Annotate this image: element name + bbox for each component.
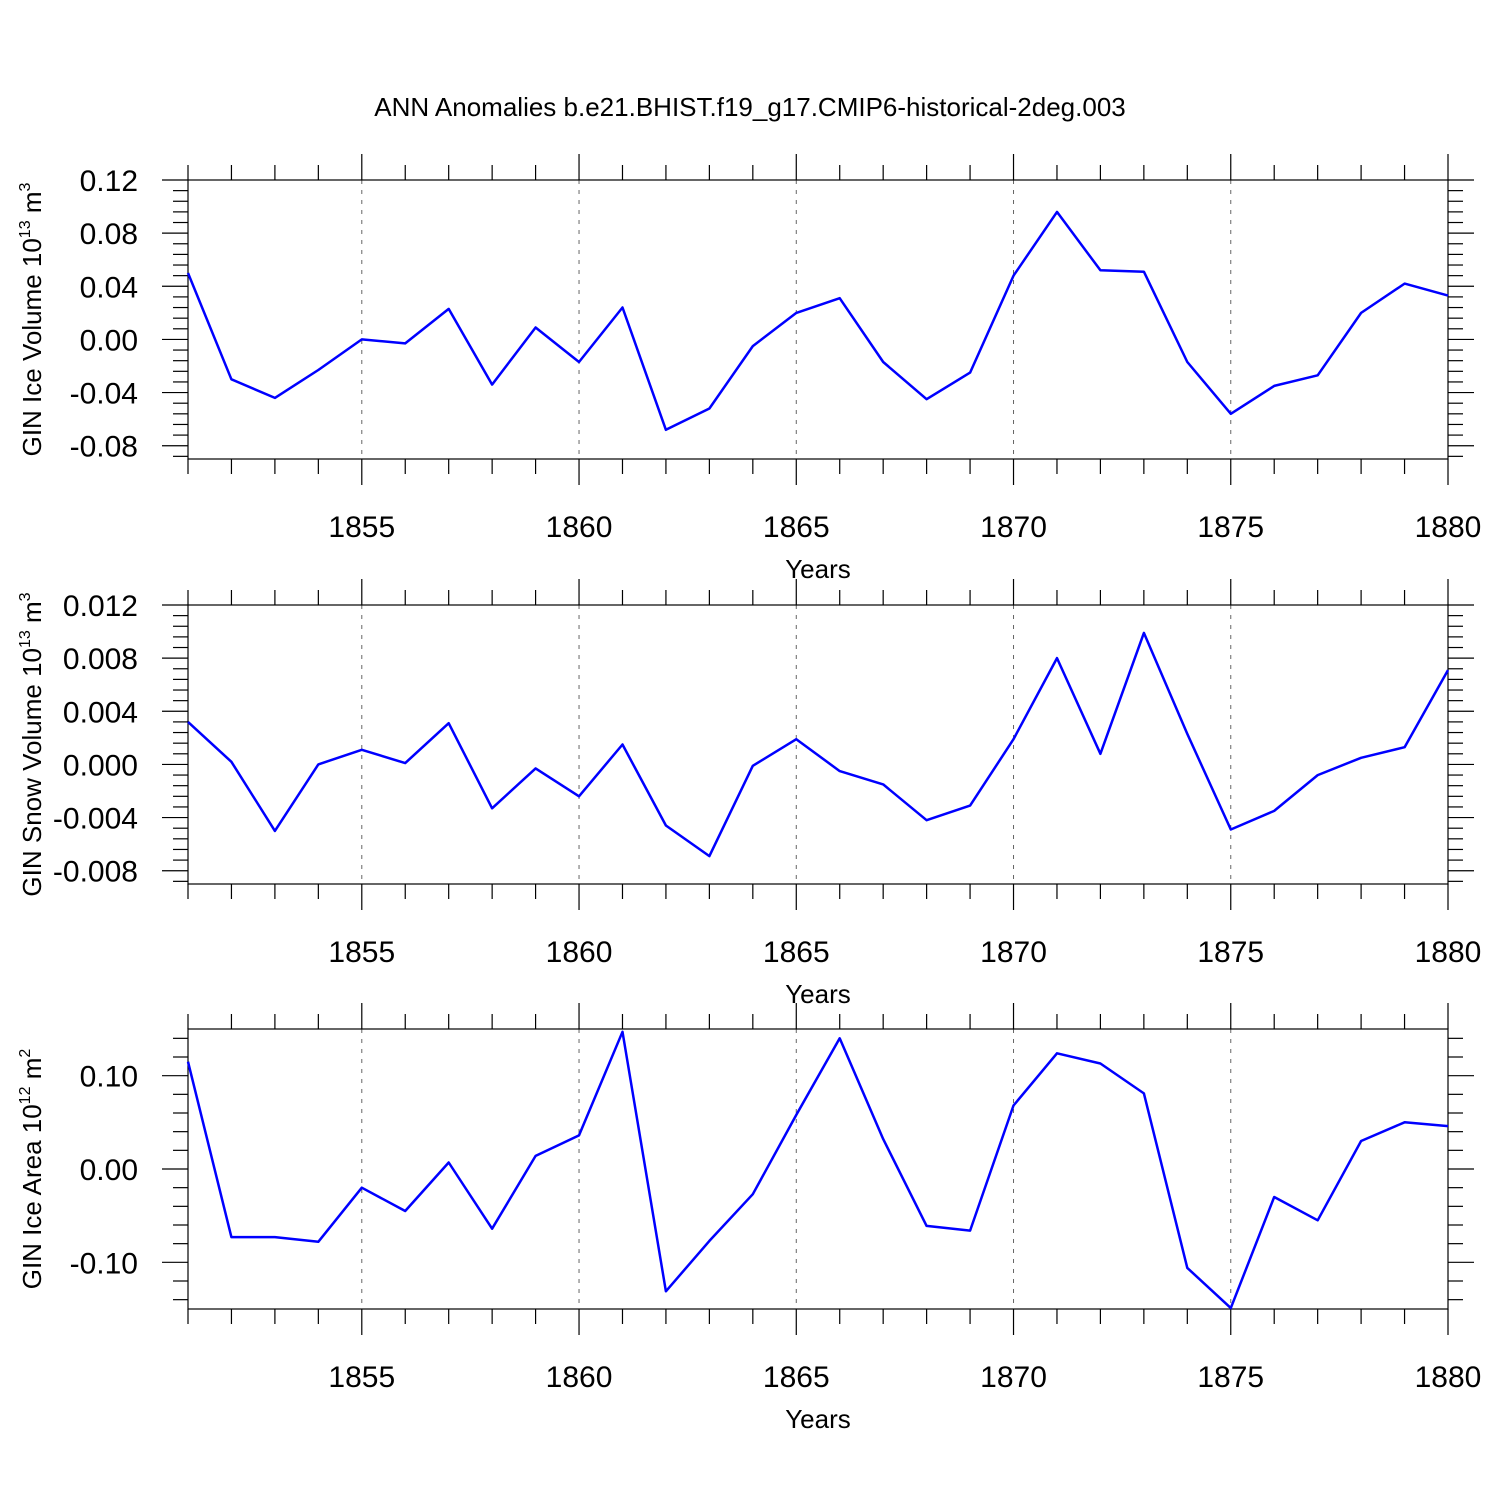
x-tick-label: 1855 (328, 936, 395, 969)
x-tick-label: 1880 (1415, 1361, 1482, 1394)
y-tick-label: 0.08 (80, 218, 138, 251)
series-line (187, 631, 1450, 858)
y-tick-label: -0.10 (70, 1247, 138, 1280)
y-tick-label: 0.004 (63, 696, 138, 729)
y-axis-title-unit-exponent: 3 (17, 182, 34, 191)
x-tick-label: 1875 (1197, 511, 1264, 544)
y-axis-title-text: GIN Ice Volume 10 (17, 238, 47, 456)
y-tick-label: -0.08 (70, 431, 138, 464)
x-tick-label: 1860 (546, 1361, 613, 1394)
x-tick-label: 1865 (763, 1361, 830, 1394)
y-tick-label: 0.04 (80, 271, 138, 304)
x-tick-label: 1855 (328, 511, 395, 544)
y-axis-title-unit-exponent: 2 (17, 1049, 34, 1058)
chart-panel-3: -0.10 0.00 0.10 1855 1860 1865 1870 1875 1880 Yea… (17, 1003, 1481, 1434)
x-axis-title: Years (785, 554, 851, 584)
x-tick-label: 1875 (1197, 1361, 1264, 1394)
chart-title: ANN Anomalies b.e21.BHIST.f19_g17.CMIP6-… (374, 92, 1126, 122)
y-axis-title-unit-exponent: 3 (17, 592, 34, 601)
y-tick-label: 0.012 (63, 590, 138, 623)
chart-panel-2: -0.008 -0.004 0.000 0.004 0.008 0.012 1855 1860… (17, 579, 1481, 1009)
x-axis-title: Years (785, 979, 851, 1009)
y-axis-title: GIN Snow Volume 1013 m3 (17, 592, 47, 896)
x-axis-title: Years (785, 1404, 851, 1434)
y-tick-label: 0.00 (80, 324, 138, 357)
panels: -0.08 -0.04 0.00 0.04 0.08 0.12 1855 1860 1865 18… (17, 154, 1481, 1434)
x-tick-label: 1860 (546, 511, 613, 544)
x-tick-label: 1855 (328, 1361, 395, 1394)
y-axis-title-unit: m (17, 601, 47, 630)
x-tick-label: 1880 (1415, 511, 1482, 544)
plot-frame (187, 1028, 1449, 1310)
series-line (186, 210, 1449, 432)
x-tick-label: 1870 (980, 1361, 1047, 1394)
x-tick-label: 1870 (980, 936, 1047, 969)
y-axis-title-unit: m (17, 191, 47, 220)
plot-frame (187, 179, 1449, 460)
y-axis-title-unit: m (17, 1058, 47, 1087)
x-tick-label: 1860 (546, 936, 613, 969)
y-axis-title-exponent: 13 (17, 630, 34, 648)
y-axis-title-text: GIN Ice Area 10 (17, 1104, 47, 1289)
x-tick-label: 1865 (763, 511, 830, 544)
y-tick-label: 0.00 (80, 1154, 138, 1187)
y-tick-label: 0.008 (63, 643, 138, 676)
y-tick-label: -0.04 (70, 378, 138, 411)
x-tick-label: 1865 (763, 936, 830, 969)
y-axis-title-text: GIN Snow Volume 10 (17, 648, 47, 897)
y-axis-title-exponent: 12 (17, 1086, 34, 1104)
y-tick-label: -0.008 (53, 856, 138, 889)
y-axis-title: GIN Ice Area 1012 m2 (17, 1049, 47, 1290)
y-tick-label: 0.12 (80, 165, 138, 198)
x-tick-label: 1870 (980, 511, 1047, 544)
y-tick-label: -0.004 (53, 803, 138, 836)
plot-frame (187, 604, 1449, 885)
y-tick-label: 0.10 (80, 1061, 138, 1094)
x-tick-label: 1880 (1415, 936, 1482, 969)
series-line (186, 1030, 1449, 1310)
y-tick-label: 0.000 (63, 749, 138, 782)
y-axis-title: GIN Ice Volume 1013 m3 (17, 182, 47, 456)
y-axis-title-exponent: 13 (17, 220, 34, 238)
x-tick-label: 1875 (1197, 936, 1264, 969)
chart-panel-1: -0.08 -0.04 0.00 0.04 0.08 0.12 1855 1860 1865 18… (17, 154, 1481, 584)
